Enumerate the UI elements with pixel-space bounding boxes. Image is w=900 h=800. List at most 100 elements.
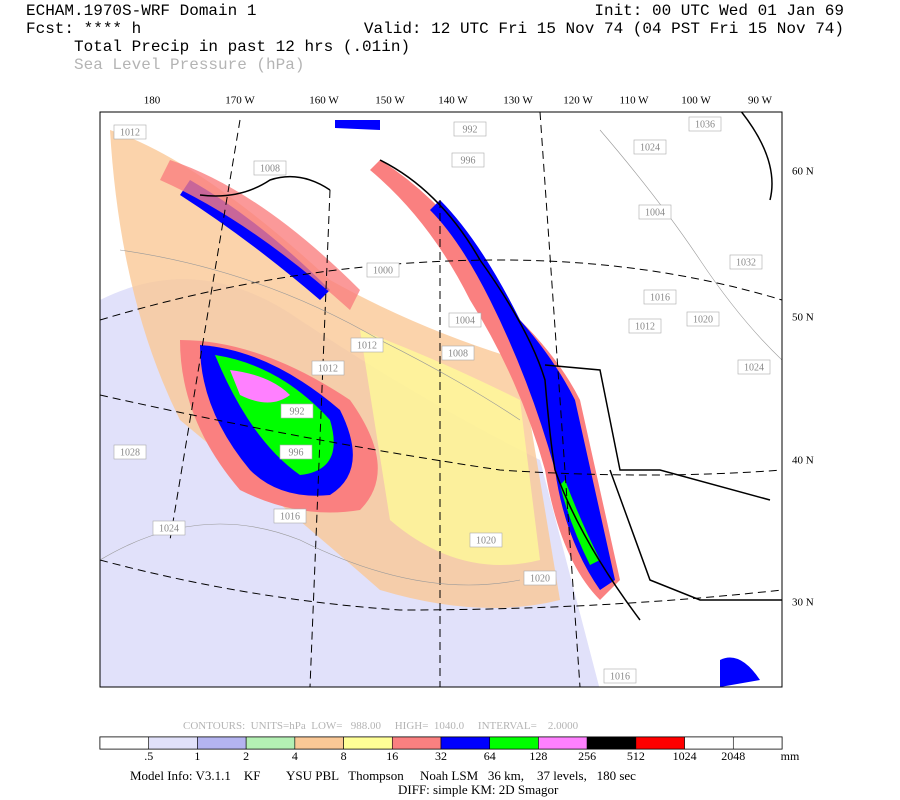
isobar-label: 1032	[736, 257, 756, 268]
lon-label: 150 W	[375, 95, 405, 107]
colorbar-label: 64	[484, 749, 496, 763]
colorbar-label: 1	[194, 749, 200, 763]
valid-time: Valid: 12 UTC Fri 15 Nov 74 (04 PST Fri …	[363, 20, 844, 38]
lon-label: 110 W	[619, 95, 649, 107]
lon-label: 120 W	[563, 95, 593, 107]
colorbar-swatch	[391, 736, 442, 750]
map-frame	[99, 111, 783, 688]
isobar-label: 1000	[373, 265, 393, 276]
lon-label: 170 W	[225, 95, 255, 107]
isobar-label-box	[279, 444, 313, 460]
field-name: Sea Level Pressure (hPa)	[74, 56, 305, 74]
isobar-label: 1016	[610, 671, 630, 682]
isobar-label-box	[688, 116, 722, 132]
colorbar-swatch	[343, 736, 393, 750]
isobar-label-box	[448, 312, 482, 328]
isobar-label: 1020	[476, 535, 496, 546]
isobar-label: 996	[289, 447, 304, 458]
lon-label: 130 W	[503, 95, 533, 107]
colorbar-swatch	[684, 736, 734, 750]
lon-label: 140 W	[438, 95, 468, 107]
lon-label: 160 W	[309, 95, 339, 107]
isobar-label: 1004	[645, 207, 665, 218]
init-time: Init: 00 UTC Wed 01 Jan 69	[594, 2, 844, 20]
isobar-label: 1012	[318, 363, 338, 374]
colorbar-label: 128	[529, 749, 547, 763]
title: ECHAM.1970S-WRF Domain 1	[26, 2, 257, 20]
isobar-label-box	[453, 121, 487, 137]
lon-label: 100 W	[681, 95, 711, 107]
isobar-label: 1020	[530, 573, 550, 584]
colorbar-label: 2	[243, 749, 249, 763]
isobar-label: 1036	[695, 119, 715, 130]
isobar-label: 1020	[693, 314, 713, 325]
diff-info: DIFF: simple KM: 2D Smagor	[398, 782, 559, 797]
lat-label: 40 N	[792, 455, 814, 467]
isobar-label: 1012	[120, 127, 140, 138]
colorbar-swatch	[440, 736, 491, 750]
colorbar-label: 1024	[673, 749, 697, 763]
colorbar-swatch	[197, 736, 247, 750]
contour-info: CONTOURS: UNITS=hPa LOW= 988.00 HIGH= 10…	[183, 720, 579, 732]
isobar-label: 1028	[120, 447, 140, 458]
isobar-label: 992	[290, 406, 305, 417]
lat-label: 30 N	[792, 597, 814, 609]
colorbar-swatch	[489, 736, 539, 750]
isobar-label: 1008	[448, 348, 468, 359]
colorbar-label: 4	[292, 749, 298, 763]
isobar-label-box	[451, 152, 485, 168]
lat-label: 60 N	[792, 166, 814, 178]
field-name: Total Precip in past 12 hrs (.01in)	[74, 38, 411, 56]
isobar-label-box	[737, 359, 771, 375]
isobar-label-box	[350, 337, 384, 353]
isobar-label-box	[280, 403, 314, 419]
lat-label: 50 N	[792, 312, 814, 324]
precip-field	[100, 112, 782, 687]
colorbar-label: 256	[578, 749, 596, 763]
isobar-label-box	[469, 532, 503, 548]
isobar-label-box	[311, 360, 345, 376]
colorbar-swatch	[99, 736, 150, 750]
isobar-label-box	[603, 668, 637, 684]
lon-label: 90 W	[748, 95, 773, 107]
isobar-label: 996	[461, 155, 476, 166]
colorbar-swatch	[294, 736, 344, 750]
isobar-label-box	[686, 311, 720, 327]
isobar-label: 1016	[280, 511, 300, 522]
isobar-label: 1008	[260, 163, 280, 174]
isobar-label: 1024	[159, 523, 179, 534]
isobar-label: 992	[463, 124, 478, 135]
colorbar-swatch	[245, 736, 296, 750]
isobar-label-box	[628, 318, 662, 334]
isobar-label-box	[253, 160, 287, 176]
isobar-label-box	[523, 570, 557, 586]
colorbar-unit: mm	[781, 749, 800, 763]
lon-label: 180	[144, 95, 161, 107]
isobar-label-box	[729, 254, 763, 270]
colorbar-label: 16	[386, 749, 398, 763]
isobar-label: 1024	[744, 362, 764, 373]
isobar-label-box	[113, 444, 147, 460]
isobar-label-box	[643, 289, 677, 305]
isobar-label: 1004	[455, 315, 475, 326]
colorbar-label: 32	[435, 749, 447, 763]
model-info: Model Info: V3.1.1 KF YSU PBL Thompson N…	[130, 768, 636, 783]
isobar-label-box	[638, 204, 672, 220]
isobar-label-box	[273, 508, 307, 524]
isobar-label: 1012	[357, 340, 377, 351]
colorbar-swatch	[635, 736, 685, 750]
colorbar-swatch	[732, 736, 783, 750]
colorbar-swatch	[148, 736, 198, 750]
forecast: Fcst: **** h	[26, 20, 142, 38]
colorbar-swatch	[538, 736, 588, 750]
isobar-label-box	[633, 139, 667, 155]
colorbar-label: 8	[341, 749, 347, 763]
colorbar-label: 512	[627, 749, 645, 763]
isobar-label-box	[152, 520, 186, 536]
isobar-label-box	[366, 262, 400, 278]
isobar-label: 1016	[650, 292, 670, 303]
colorbar-label: .5	[144, 749, 153, 763]
isobar-label-box	[441, 345, 475, 361]
